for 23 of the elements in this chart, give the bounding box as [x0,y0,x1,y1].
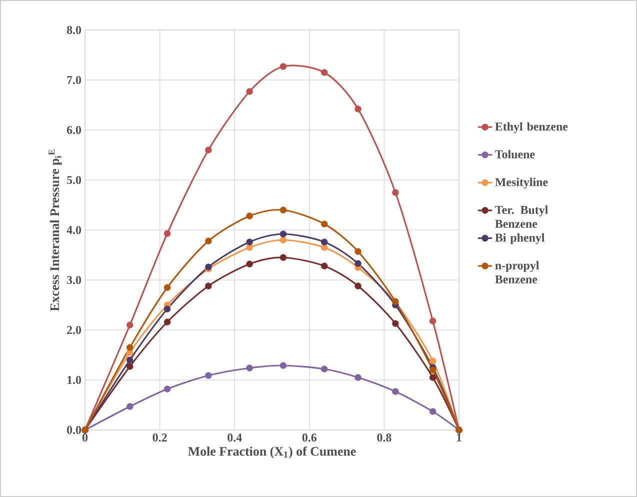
y-tick-label: 4.0 [66,226,82,234]
x-axis-title: Mole Fraction (X$_{1}$) of Cumene [188,446,356,458]
x-tick-label: 0.6 [302,434,317,442]
y-tick-label: 0.0 [66,426,82,434]
y-tick-label: 5.0 [67,176,82,184]
y-tick-label: 1.0 [67,376,82,384]
x-tick-label: 0.8 [377,434,392,442]
y-tick-label: 8.0 [66,26,82,34]
x-tick-label: 0.2 [152,434,167,442]
y-tick-label: 2.0 [67,326,82,334]
x-tick-label: 0 [82,434,88,442]
legend-label: Bi phenyl [495,233,545,244]
y-tick-label: 7.0 [67,76,82,84]
legend-label: Toluene [495,150,535,158]
legend-label: Mesityline [495,178,548,189]
legend-label: Ethyl benzene [495,122,568,134]
y-tick-label: 6.0 [66,126,82,134]
y-tick-label: 3.0 [66,276,82,284]
legend-label: Ter. Butyl Benzene [495,206,548,228]
x-tick-label: 0.4 [228,434,242,442]
legend-label: n-propyl Benzene [495,261,539,284]
y-axis-title: Excess Interanal Pressure p$_{i}$E [48,150,62,312]
x-tick-label: 1 [456,434,462,442]
